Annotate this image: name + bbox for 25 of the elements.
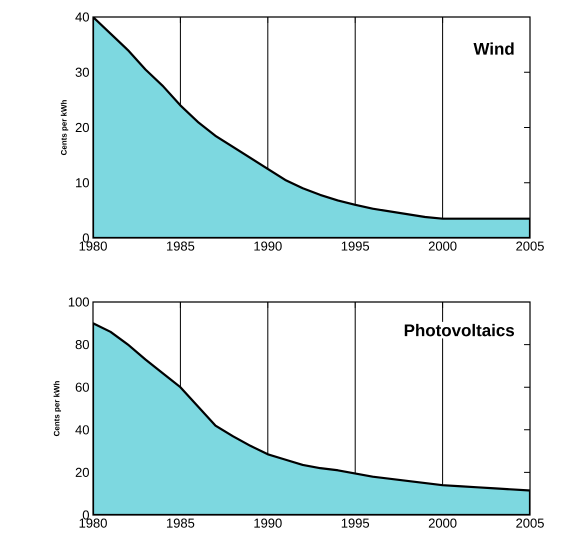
text: Photovoltaics <box>404 324 514 336</box>
x-tick-label: 1990 <box>254 242 282 251</box>
y-tick-label: 100 <box>68 297 89 307</box>
y-tick-label: 40 <box>75 425 89 434</box>
y-tick-label: 20 <box>76 122 89 132</box>
x-tick-label: 2000 <box>428 242 457 251</box>
y-tick-label: 60 <box>76 382 89 392</box>
x-tick-label: 2005 <box>516 242 544 251</box>
x-tick-label: 1985 <box>166 518 194 528</box>
x-tick-label: 1985 <box>166 242 194 251</box>
y-tick-label: 80 <box>76 340 89 350</box>
y-tick-label: 40 <box>75 12 89 22</box>
x-tick-label: 1995 <box>342 242 370 251</box>
y-tick-label: 10 <box>76 178 89 188</box>
x-tick-label: 1990 <box>254 518 282 528</box>
x-tick-label: 2005 <box>516 518 544 528</box>
x-tick-label: 1980 <box>80 518 107 528</box>
x-tick-label: 1980 <box>80 242 107 251</box>
x-tick-label: 1995 <box>342 518 370 528</box>
x-tick-label: 2000 <box>428 518 457 528</box>
y-tick-label: 0 <box>82 510 89 520</box>
y-tick-label: 30 <box>76 68 89 77</box>
text: Wind <box>473 42 514 55</box>
y-tick-label: 20 <box>76 468 89 477</box>
y-tick-label: 0 <box>82 233 89 243</box>
